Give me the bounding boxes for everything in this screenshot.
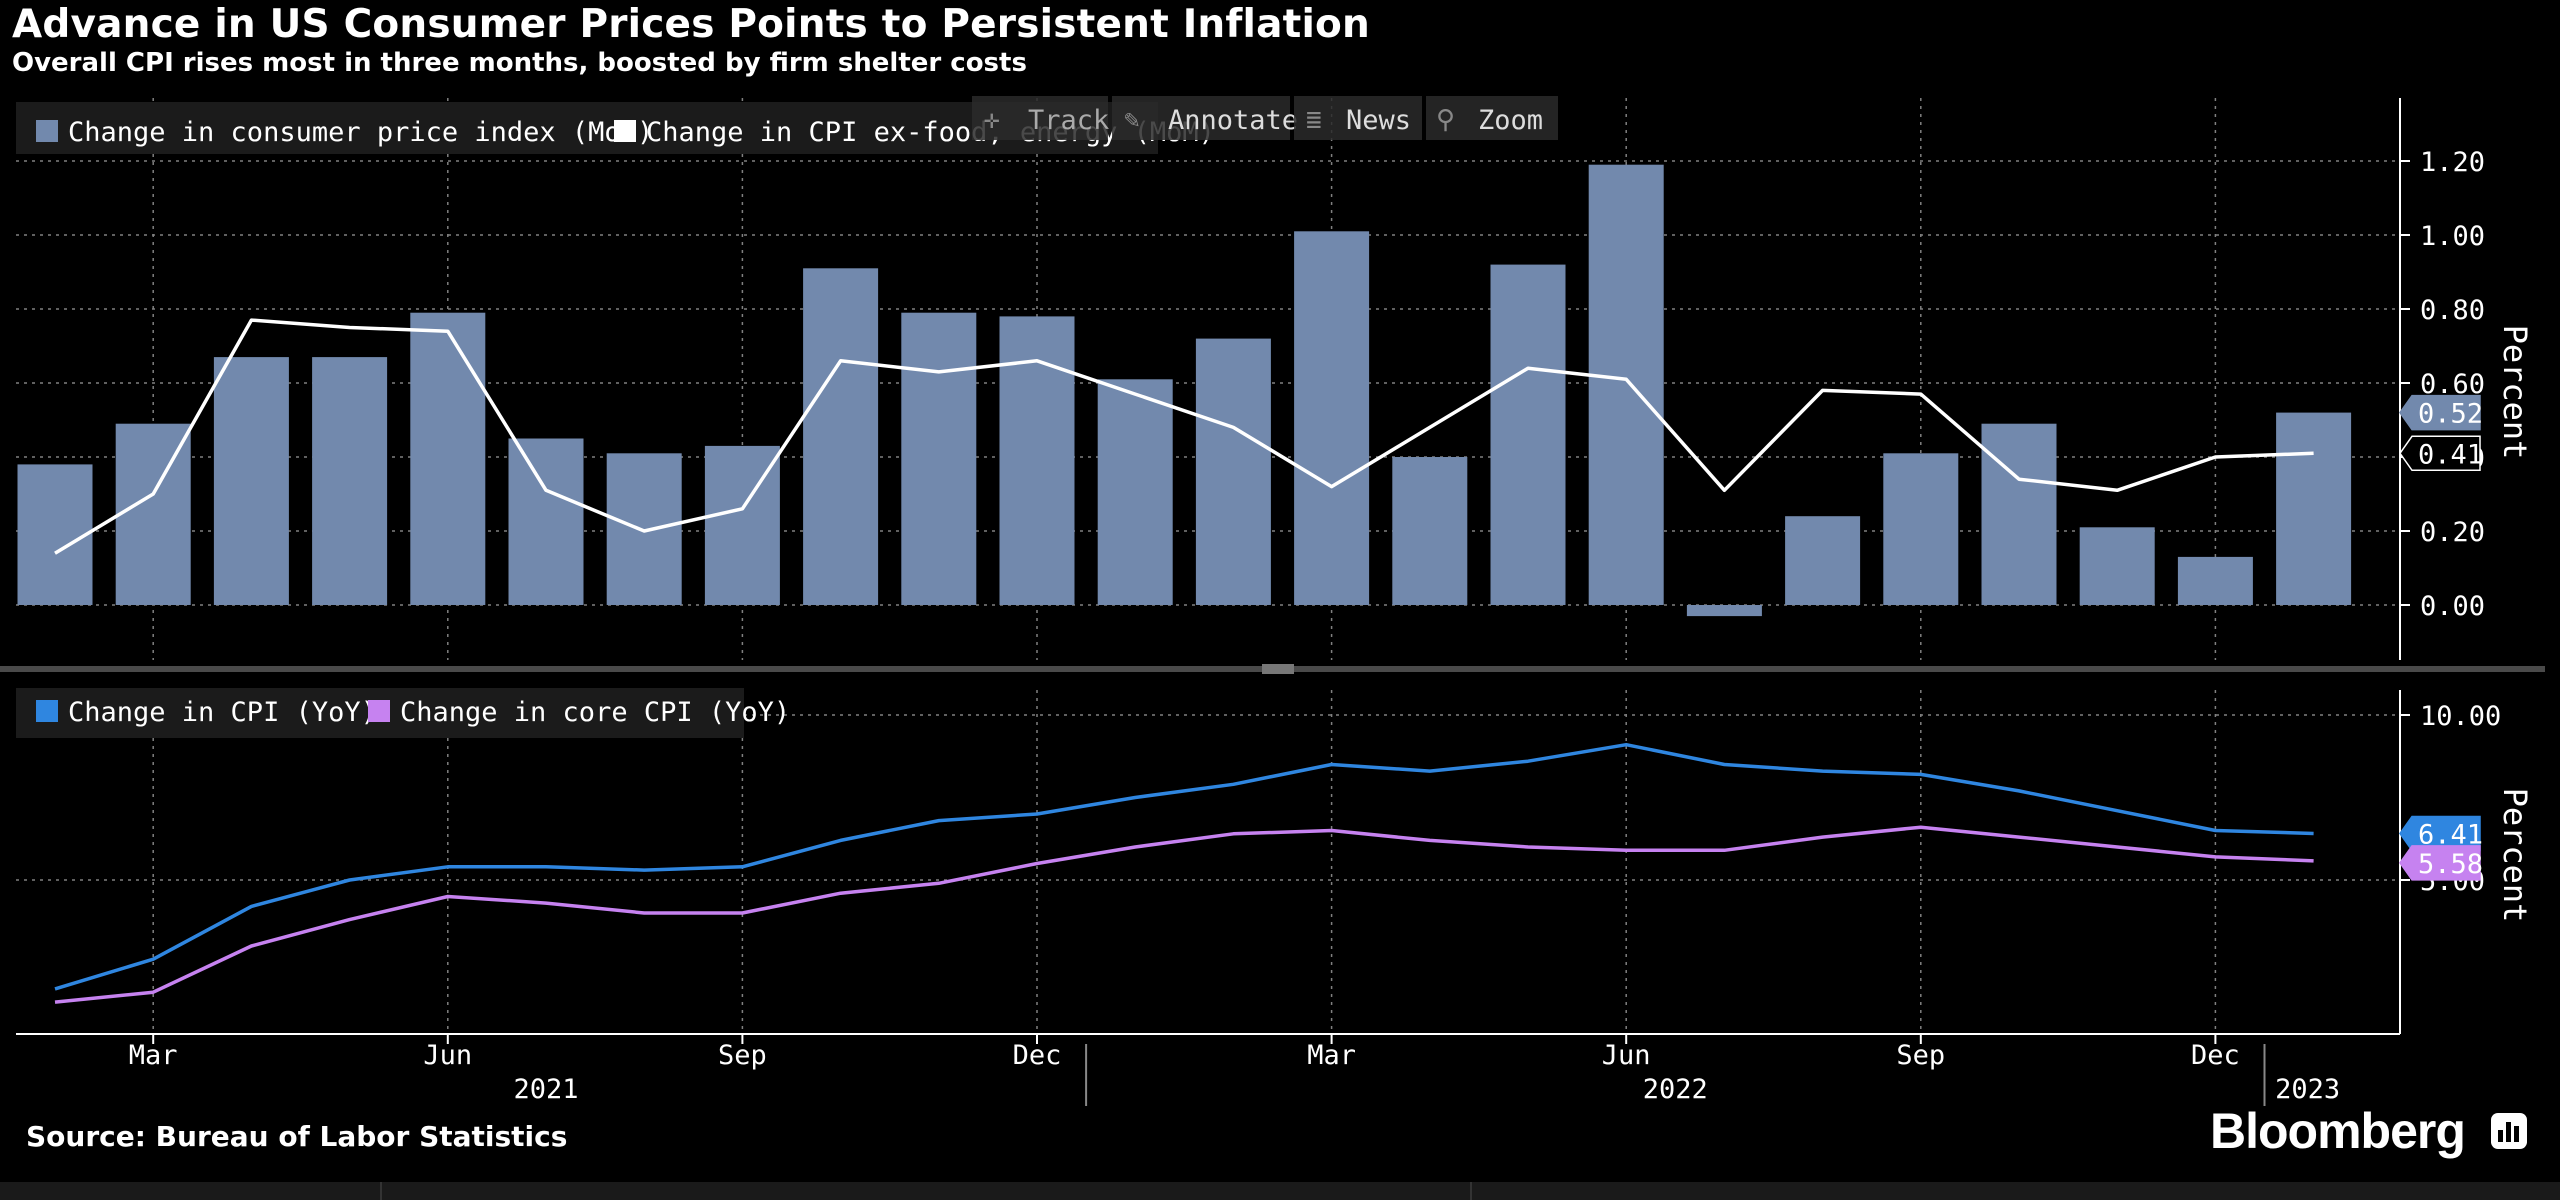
bar-cpi-mom xyxy=(1097,379,1173,605)
top-y-tick-label: 1.20 xyxy=(2420,147,2485,178)
bar-cpi-mom xyxy=(17,464,93,605)
x-tick-label: Sep xyxy=(1896,1040,1945,1071)
bottom-y-tick-label: 10.00 xyxy=(2420,701,2501,732)
legend-swatch-cpi-yoy xyxy=(36,700,58,722)
bar-cpi-mom xyxy=(2177,556,2253,605)
cpi-yoy-line xyxy=(54,742,2314,991)
search-icon: ⚲ xyxy=(1436,105,1455,135)
last-value-core-yoy-shape xyxy=(2399,845,2481,881)
x-tick-label: Mar xyxy=(129,1040,178,1071)
legend-swatch-cpi-mom xyxy=(36,120,58,142)
last-value-core-yoy: 5.58 xyxy=(2399,845,2483,881)
x-tick-label: Mar xyxy=(1307,1040,1356,1071)
x-year-label: 2023 xyxy=(2275,1074,2340,1105)
news-icon: ≣ xyxy=(1306,105,1322,135)
legend-label-core-yoy: Change in core CPI (YoY) xyxy=(400,697,790,728)
bar-cpi-mom xyxy=(1490,264,1566,605)
bar-cpi-mom xyxy=(1686,605,1762,617)
top-y-tick-label: 0.20 xyxy=(2420,517,2485,548)
crosshair-icon: ✛ xyxy=(984,105,1000,135)
bloomberg-logo: Bloomberg xyxy=(2210,1103,2466,1159)
bar-cpi-mom xyxy=(410,312,486,605)
bar-cpi-mom xyxy=(2079,527,2155,605)
news-button[interactable] xyxy=(1294,96,1422,140)
bottom-y-axis-label: Percent xyxy=(2496,788,2534,923)
source-note: Source: Bureau of Labor Statistics xyxy=(26,1120,568,1153)
panel-resize-handle[interactable] xyxy=(1262,664,1294,674)
chart-title: Advance in US Consumer Prices Points to … xyxy=(12,2,1370,47)
news-label: News xyxy=(1346,105,1411,136)
x-tick-label: Dec xyxy=(2191,1040,2240,1071)
last-value-core-mom: 0.41 xyxy=(2399,435,2483,472)
footer-strip xyxy=(0,1182,2560,1200)
last-value-cpi-mom-text: 0.52 xyxy=(2418,399,2483,430)
core-mom-line xyxy=(54,318,2314,555)
legend-swatch-core-yoy xyxy=(368,700,390,722)
bar-cpi-mom xyxy=(1785,516,1861,605)
top-y-tick-label: 0.00 xyxy=(2420,591,2485,622)
last-value-core-mom-shape xyxy=(2399,435,2481,472)
top-y-axis-label: Percent xyxy=(2496,325,2534,460)
bar-cpi-mom xyxy=(1588,164,1664,605)
bottom-last-value-tags: 6.415.58 xyxy=(2399,815,2483,881)
legend-swatch-core-mom xyxy=(614,120,636,142)
top-last-value-tags: 0.52 0.41 xyxy=(2399,394,2483,472)
x-year-label: 2021 xyxy=(513,1074,578,1105)
top-y-tick-label: 1.00 xyxy=(2420,221,2485,252)
chart-toolbar: ✛ Track ✎ Annotate ≣ News ⚲ Zoom xyxy=(972,96,1558,140)
track-label: Track xyxy=(1028,105,1109,136)
legend-label-cpi-mom: Change in consumer price index (MoM) xyxy=(68,117,653,148)
x-tick-label: Dec xyxy=(1013,1040,1062,1071)
core-yoy-line xyxy=(54,825,2314,1004)
bar-cpi-mom xyxy=(1294,231,1370,606)
bottom-panel-grid xyxy=(16,690,2400,1034)
x-tick-label: Sep xyxy=(718,1040,767,1071)
legend-label-cpi-yoy: Change in CPI (YoY) xyxy=(68,697,377,728)
last-value-cpi-mom: 0.52 xyxy=(2399,394,2483,431)
bar-cpi-mom xyxy=(1392,457,1468,605)
track-button[interactable] xyxy=(972,96,1108,140)
last-value-core-mom-text: 0.41 xyxy=(2418,439,2483,470)
pencil-icon: ✎ xyxy=(1124,105,1140,135)
zoom-label: Zoom xyxy=(1478,105,1543,136)
top-panel-bars xyxy=(17,164,2352,617)
bar-cpi-mom xyxy=(901,312,977,605)
x-year-label: 2022 xyxy=(1643,1074,1708,1105)
zoom-button[interactable] xyxy=(1426,96,1558,140)
bottom-legend: Change in CPI (YoY) Change in core CPI (… xyxy=(16,688,790,738)
bar-cpi-mom xyxy=(1195,338,1271,605)
bar-cpi-mom xyxy=(508,438,584,605)
bar-cpi-mom xyxy=(312,357,388,605)
x-tick-label: Jun xyxy=(1602,1040,1651,1071)
bar-cpi-mom xyxy=(803,268,879,605)
bar-cpi-mom xyxy=(1981,423,2057,605)
annotate-label: Annotate xyxy=(1168,105,1298,136)
annotate-button[interactable] xyxy=(1112,96,1290,140)
chart-subtitle: Overall CPI rises most in three months, … xyxy=(12,48,1027,78)
bar-cpi-mom xyxy=(213,357,289,605)
x-tick-label: Jun xyxy=(423,1040,472,1071)
top-panel-y-axis: 1.201.000.800.600.400.200.00 xyxy=(2399,98,2485,660)
top-legend: Change in consumer price index (MoM) Cha… xyxy=(16,102,1215,154)
bar-cpi-mom xyxy=(1883,453,1959,605)
last-value-core-yoy-text: 5.58 xyxy=(2418,849,2483,880)
x-axis: Mar Jun Sep Dec Mar Jun Sep Dec 2021 2022 2023 xyxy=(16,1033,2400,1106)
top-y-tick-label: 0.80 xyxy=(2420,295,2485,326)
last-value-cpi-mom-shape xyxy=(2399,394,2481,431)
chart-bars-icon xyxy=(2491,1113,2527,1149)
bar-cpi-mom xyxy=(2276,412,2352,605)
bar-cpi-mom xyxy=(115,423,191,605)
top-y-tick-label: 0.60 xyxy=(2420,369,2485,400)
